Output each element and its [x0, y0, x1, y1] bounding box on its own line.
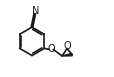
Text: O: O [63, 41, 71, 51]
Text: N: N [31, 6, 39, 16]
Polygon shape [62, 53, 72, 56]
Text: O: O [47, 44, 54, 54]
